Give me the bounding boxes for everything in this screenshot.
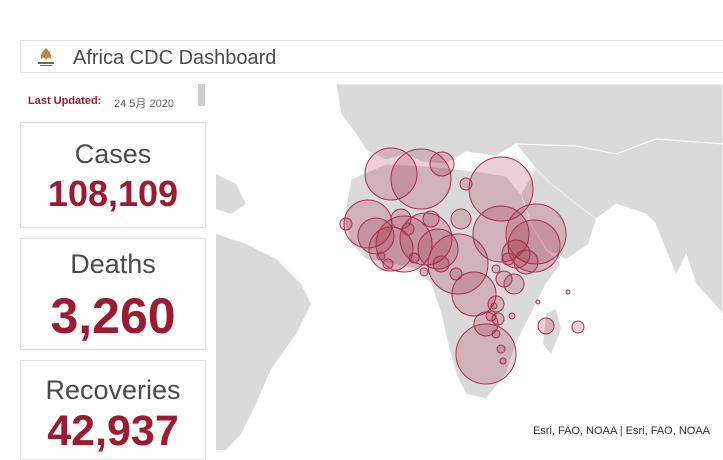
bubble-angola (451, 271, 497, 317)
page-title: Africa CDC Dashboard (73, 47, 277, 69)
bubble-south-africa (455, 323, 517, 385)
last-updated-label: Last Updated: (28, 95, 102, 107)
last-updated-panel: Last Updated: 24 5月 2020 (20, 84, 206, 114)
bubble-namibia (490, 302, 498, 310)
deaths-card: Deaths 3,260 (20, 238, 206, 350)
bubble-burkina (401, 222, 415, 236)
bubble-lesotho (491, 329, 501, 339)
basemap (216, 84, 723, 450)
bubble-algeria (390, 148, 452, 210)
recoveries-card: Recoveries 42,937 (20, 360, 206, 460)
dashboard-header: Africa CDC Dashboard (20, 40, 723, 73)
deaths-value: 3,260 (50, 288, 176, 344)
scrollbar[interactable] (198, 84, 205, 106)
bubble-liberia (382, 258, 394, 270)
bubble-uganda (501, 252, 515, 266)
bubble-lesotho-2 (499, 357, 507, 365)
bubble-niger (422, 210, 440, 228)
bubble-chad (450, 208, 472, 230)
bubble-libya (459, 177, 473, 191)
cases-value: 108,109 (47, 173, 179, 214)
last-updated-value: 24 5月 2020 (114, 98, 174, 110)
india-landmass (654, 194, 696, 274)
map-view[interactable]: Esri, FAO, NOAA | Esri, FAO, NOAA (216, 84, 723, 450)
bubble-sierra-leone (376, 251, 386, 261)
bubble-sao-tome (419, 267, 429, 277)
africa-cdc-logo-icon (33, 45, 59, 69)
bubble-gabon (432, 255, 450, 273)
africa-landmass (343, 163, 562, 400)
bubble-tunisia (429, 151, 455, 177)
bubble-comoros (508, 312, 516, 320)
bubble-botswana (485, 310, 497, 322)
recoveries-label: Recoveries (45, 375, 181, 405)
cases-label: Cases (74, 139, 152, 169)
bubble-kenya (513, 249, 539, 275)
cases-card: Cases 108,109 (20, 122, 206, 228)
central-america-landmass (216, 174, 246, 214)
bubble-ghana (375, 215, 433, 273)
bubble-senegal (339, 217, 353, 231)
bubble-swaziland (496, 344, 506, 354)
south-america-landmass (216, 234, 311, 450)
bubble-zambia (503, 273, 525, 295)
bubble-drc (427, 233, 489, 295)
bubble-somalia (507, 219, 561, 273)
bubble-congo (449, 267, 463, 281)
bubble-djibouti (505, 203, 567, 265)
bubble-madagascar (537, 317, 555, 335)
bubble-eq-guinea (408, 252, 420, 264)
bubble-seychelles (565, 289, 571, 295)
bubble-guinea (357, 217, 395, 255)
recoveries-value: 42,937 (47, 407, 179, 455)
case-bubbles (339, 147, 585, 385)
bubble-mauritius (571, 320, 585, 334)
map-attribution: Esri, FAO, NOAA | Esri, FAO, NOAA (529, 424, 713, 438)
bubble-reunion (535, 299, 541, 305)
deaths-label: Deaths (70, 249, 156, 279)
bubble-rwanda (491, 264, 501, 274)
bubble-sudan (472, 205, 530, 263)
